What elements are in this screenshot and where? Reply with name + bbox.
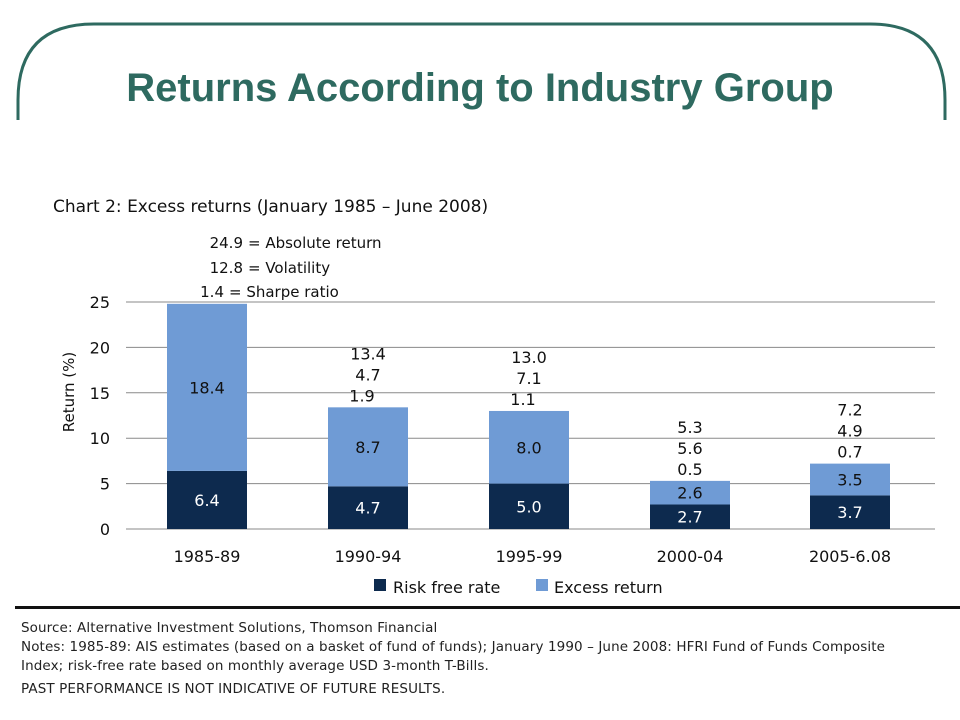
data-label-excess-return: 8.0 xyxy=(516,438,541,457)
bar-excess-return xyxy=(328,407,408,487)
data-label-absolute-return: 13.4 xyxy=(350,344,386,363)
data-label-risk-free-rate: 6.4 xyxy=(194,491,219,510)
data-label-volatility: 5.6 xyxy=(677,439,702,458)
key-label: = Absolute return xyxy=(248,234,382,252)
footer-source: Source: Alternative Investment Solutions… xyxy=(21,620,438,636)
legend-swatch-risk-free-rate xyxy=(374,579,386,591)
footer-disclaimer: PAST PERFORMANCE IS NOT INDICATIVE OF FU… xyxy=(21,681,446,697)
x-ticks: 1985-89 1990-94 1995-99 2000-04 2005-6.08 xyxy=(174,547,891,566)
y-tick-label: 10 xyxy=(90,429,110,448)
key-value: 12.8 xyxy=(210,259,243,277)
bar-risk-free-rate xyxy=(489,483,569,529)
bar-risk-free-rate xyxy=(328,486,408,529)
data-label-excess-return: 2.6 xyxy=(677,484,702,503)
legend-label: Risk free rate xyxy=(393,578,500,597)
data-label-sharpe-ratio: 1.9 xyxy=(349,386,374,405)
legend-swatch-excess-return xyxy=(536,579,548,591)
y-axis-label: Return (%) xyxy=(60,352,78,433)
key-label: = Sharpe ratio xyxy=(229,283,339,301)
data-labels: 6.4 18.4 4.7 8.7 13.4 4.7 1.9 5.0 8.0 13.0 7.1 1.1 2… xyxy=(189,344,863,526)
data-label-absolute-return: 7.2 xyxy=(837,401,862,420)
y-ticks: 0 5 10 15 20 25 xyxy=(90,293,110,539)
key-value: 24.9 xyxy=(210,234,243,252)
data-label-sharpe-ratio: 1.1 xyxy=(510,390,535,409)
x-tick-label: 2000-04 xyxy=(657,547,724,566)
footer-notes: Index; risk-free rate based on monthly a… xyxy=(21,658,489,674)
y-tick-label: 0 xyxy=(100,520,110,539)
bar-excess-return xyxy=(489,410,569,484)
y-tick-label: 15 xyxy=(90,384,110,403)
bar-risk-free-rate xyxy=(810,495,890,529)
bar-excess-return xyxy=(650,480,730,505)
data-label-excess-return: 3.5 xyxy=(837,471,862,490)
data-label-volatility: 4.7 xyxy=(355,365,380,384)
legend-label: Excess return xyxy=(554,578,663,597)
bars xyxy=(167,303,890,529)
x-tick-label: 1985-89 xyxy=(174,547,241,566)
data-label-absolute-return: 5.3 xyxy=(677,418,702,437)
data-label-volatility: 7.1 xyxy=(516,369,541,388)
bar-excess-return xyxy=(167,303,247,471)
legend: Risk free rate Excess return xyxy=(374,578,663,597)
bar-excess-return xyxy=(810,463,890,496)
x-tick-label: 1990-94 xyxy=(335,547,402,566)
data-label-risk-free-rate: 3.7 xyxy=(837,503,862,522)
footer-notes: Notes: 1985-89: AIS estimates (based on … xyxy=(21,639,886,655)
data-label-risk-free-rate: 5.0 xyxy=(516,497,541,516)
y-tick-label: 5 xyxy=(100,475,110,494)
bar-risk-free-rate xyxy=(650,504,730,529)
data-label-excess-return: 18.4 xyxy=(189,378,225,397)
divider xyxy=(15,606,960,609)
chart-title: Chart 2: Excess returns (January 1985 – … xyxy=(53,197,488,217)
data-label-absolute-return: 13.0 xyxy=(511,348,547,367)
bar-risk-free-rate xyxy=(167,470,247,529)
x-tick-label: 1995-99 xyxy=(496,547,563,566)
data-label-sharpe-ratio: 0.7 xyxy=(837,443,862,462)
y-tick-label: 20 xyxy=(90,338,110,357)
key-value: 1.4 xyxy=(200,283,224,301)
page-title: Returns According to Industry Group xyxy=(126,66,834,110)
data-label-risk-free-rate: 2.7 xyxy=(677,508,702,527)
key-label: = Volatility xyxy=(248,259,330,277)
y-tick-label: 25 xyxy=(90,293,110,312)
data-label-excess-return: 8.7 xyxy=(355,438,380,457)
annotation-key: 24.9 = Absolute return 12.8 = Volatility… xyxy=(200,234,381,301)
data-label-risk-free-rate: 4.7 xyxy=(355,499,380,518)
data-label-sharpe-ratio: 0.5 xyxy=(677,460,702,479)
x-tick-label: 2005-6.08 xyxy=(809,547,891,566)
data-label-volatility: 4.9 xyxy=(837,422,862,441)
